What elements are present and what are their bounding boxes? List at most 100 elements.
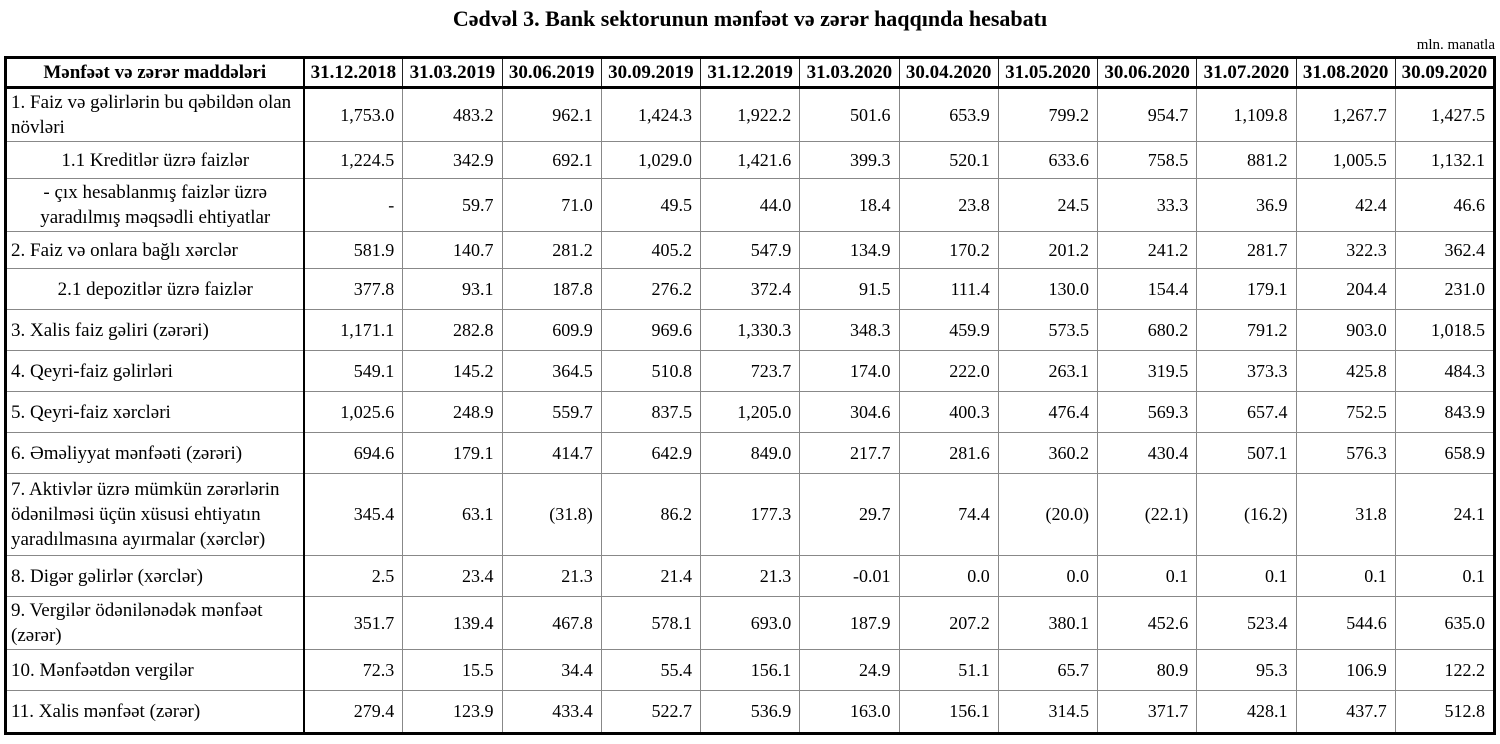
value-cell: 93.1 (402, 268, 503, 311)
value-cell: 501.6 (799, 86, 900, 143)
value-cell: 414.7 (501, 432, 602, 475)
value-cell: 693.0 (699, 596, 801, 651)
value-cell: 80.9 (1096, 649, 1198, 692)
value-cell: 569.3 (1096, 391, 1198, 434)
value-cell: 156.1 (699, 649, 801, 692)
value-cell: 42.4 (1295, 178, 1396, 233)
table-row: 5. Qeyri-faiz xərcləri 1,025.6 248.9 559.7 8… (5, 391, 1496, 434)
value-cell: 71.0 (501, 178, 602, 233)
value-cell: 204.4 (1295, 268, 1396, 311)
value-cell: 174.0 (799, 350, 900, 393)
column-header: 30.09.2020 (1394, 57, 1496, 89)
value-cell: 179.1 (402, 432, 503, 475)
value-cell: 46.6 (1394, 178, 1496, 233)
value-cell: 342.9 (402, 141, 503, 180)
column-header: 30.09.2019 (600, 57, 702, 89)
value-cell: 400.3 (898, 391, 999, 434)
value-cell: 156.1 (898, 690, 999, 735)
value-cell: 1,753.0 (302, 86, 404, 143)
value-cell: 33.3 (1096, 178, 1198, 233)
value-cell: 1,267.7 (1295, 86, 1396, 143)
value-cell: 467.8 (501, 596, 602, 651)
value-cell: 36.9 (1196, 178, 1297, 233)
value-cell: 1,922.2 (699, 86, 801, 143)
value-cell: 843.9 (1394, 391, 1496, 434)
row-label: - çıx hesablanmış faizlər üzrə yaradılmı… (5, 178, 305, 233)
row-label: 2.1 depozitlər üzrə faizlər (5, 268, 305, 311)
value-cell: 1,330.3 (699, 309, 801, 352)
value-cell: 799.2 (997, 86, 1099, 143)
value-cell: 476.4 (997, 391, 1099, 434)
value-cell: 380.1 (997, 596, 1099, 651)
table-row: 9. Vergilər ödənilənədək mənfəət (zərər)… (5, 596, 1496, 651)
value-cell: 74.4 (898, 473, 999, 557)
value-cell: 24.5 (997, 178, 1099, 233)
value-cell: 484.3 (1394, 350, 1496, 393)
value-cell: 276.2 (600, 268, 702, 311)
value-cell: 95.3 (1196, 649, 1297, 692)
value-cell: 694.6 (302, 432, 404, 475)
row-header-label: Mənfəət və zərər maddələri (5, 57, 305, 89)
column-header: 30.04.2020 (898, 57, 999, 89)
value-cell: 536.9 (699, 690, 801, 735)
table-row: 8. Digər gəlirlər (xərclər) 2.5 23.4 21.3 21… (5, 555, 1496, 598)
row-label: 5. Qeyri-faiz xərcləri (5, 391, 305, 434)
value-cell: 130.0 (997, 268, 1099, 311)
value-cell: 692.1 (501, 141, 602, 180)
value-cell: 51.1 (898, 649, 999, 692)
value-cell: 1,025.6 (302, 391, 404, 434)
value-cell: 1,109.8 (1196, 86, 1297, 143)
value-cell: 903.0 (1295, 309, 1396, 352)
value-cell: 145.2 (402, 350, 503, 393)
value-cell: 23.8 (898, 178, 999, 233)
value-cell: (31.8) (501, 473, 602, 557)
value-cell: 177.3 (699, 473, 801, 557)
row-label: 4. Qeyri-faiz gəlirləri (5, 350, 305, 393)
column-header: 31.12.2018 (302, 57, 404, 89)
value-cell: 59.7 (402, 178, 503, 233)
value-cell: 962.1 (501, 86, 602, 143)
value-cell: 21.4 (600, 555, 702, 598)
value-cell: 139.4 (402, 596, 503, 651)
value-cell: 364.5 (501, 350, 602, 393)
value-cell: 248.9 (402, 391, 503, 434)
row-label: 3. Xalis faiz gəliri (zərəri) (5, 309, 305, 352)
value-cell: 510.8 (600, 350, 702, 393)
value-cell: 187.8 (501, 268, 602, 311)
value-cell: 34.4 (501, 649, 602, 692)
table-row: 2. Faiz və onlara bağlı xərclər 581.9 140.… (5, 231, 1496, 270)
row-label: 2. Faiz və onlara bağlı xərclər (5, 231, 305, 270)
value-cell: 134.9 (799, 231, 900, 270)
value-cell: 512.8 (1394, 690, 1496, 735)
profit-loss-table: Mənfəət və zərər maddələri 31.12.2018 31.0… (4, 56, 1496, 736)
value-cell: 758.5 (1096, 141, 1198, 180)
value-cell: 437.7 (1295, 690, 1396, 735)
value-cell: 752.5 (1295, 391, 1396, 434)
value-cell: 63.1 (402, 473, 503, 557)
value-cell: 791.2 (1196, 309, 1297, 352)
column-header: 31.07.2020 (1196, 57, 1297, 89)
value-cell: 549.1 (302, 350, 404, 393)
value-cell: 187.9 (799, 596, 900, 651)
value-cell: 279.4 (302, 690, 404, 735)
row-label: 1. Faiz və gəlirlərin bu qəbildən olan n… (5, 86, 305, 143)
value-cell: 399.3 (799, 141, 900, 180)
value-cell: 520.1 (898, 141, 999, 180)
value-cell: 578.1 (600, 596, 702, 651)
value-cell: 111.4 (898, 268, 999, 311)
value-cell: 241.2 (1096, 231, 1198, 270)
table-row: 1. Faiz və gəlirlərin bu qəbildən olan n… (5, 86, 1496, 143)
value-cell: 345.4 (302, 473, 404, 557)
value-cell: 231.0 (1394, 268, 1496, 311)
value-cell: 0.1 (1096, 555, 1198, 598)
value-cell: 1,132.1 (1394, 141, 1496, 180)
value-cell: 507.1 (1196, 432, 1297, 475)
value-cell: 29.7 (799, 473, 900, 557)
value-cell: 573.5 (997, 309, 1099, 352)
table-row: 3. Xalis faiz gəliri (zərəri) 1,171.1 282.… (5, 309, 1496, 352)
value-cell: 24.1 (1394, 473, 1496, 557)
column-header: 31.03.2019 (402, 57, 503, 89)
value-cell: 281.2 (501, 231, 602, 270)
value-cell: 362.4 (1394, 231, 1496, 270)
value-cell: 522.7 (600, 690, 702, 735)
